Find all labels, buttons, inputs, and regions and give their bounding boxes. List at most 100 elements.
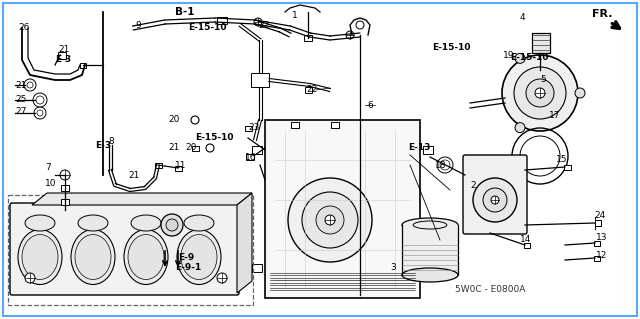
Text: 2: 2	[470, 181, 476, 189]
Circle shape	[34, 107, 46, 119]
Text: 21: 21	[128, 170, 140, 180]
Bar	[594, 241, 600, 246]
Bar	[175, 166, 182, 170]
Bar	[251, 73, 269, 87]
Text: E-3: E-3	[55, 56, 71, 64]
Bar	[291, 122, 299, 128]
Bar	[191, 145, 198, 151]
Circle shape	[206, 144, 214, 152]
Text: 21: 21	[168, 144, 179, 152]
Text: 10: 10	[45, 179, 56, 188]
Circle shape	[288, 178, 372, 262]
Text: 15: 15	[556, 155, 568, 165]
FancyBboxPatch shape	[463, 155, 527, 234]
Ellipse shape	[402, 268, 458, 282]
Bar	[524, 242, 530, 248]
Bar	[8, 195, 253, 305]
Ellipse shape	[177, 229, 221, 285]
Circle shape	[514, 67, 566, 119]
Bar	[80, 63, 86, 68]
Text: E-15-10: E-15-10	[188, 23, 227, 32]
Text: E-15-10: E-15-10	[195, 133, 234, 143]
Circle shape	[33, 93, 47, 107]
Circle shape	[191, 116, 199, 124]
Ellipse shape	[75, 234, 111, 279]
Ellipse shape	[131, 215, 161, 231]
Circle shape	[325, 215, 335, 225]
Bar	[595, 220, 601, 226]
Bar	[252, 264, 262, 272]
Circle shape	[166, 219, 178, 231]
Circle shape	[161, 214, 183, 236]
Bar	[217, 17, 227, 24]
Text: 19: 19	[503, 50, 515, 60]
Text: B-1: B-1	[175, 7, 195, 17]
Text: 20: 20	[185, 144, 196, 152]
Circle shape	[515, 53, 525, 63]
FancyBboxPatch shape	[10, 203, 239, 295]
Text: 18: 18	[435, 160, 447, 169]
Circle shape	[302, 192, 358, 248]
Text: 5W0C - E0800A: 5W0C - E0800A	[455, 286, 525, 294]
Bar	[304, 35, 312, 41]
FancyBboxPatch shape	[532, 33, 550, 53]
Ellipse shape	[22, 234, 58, 279]
Text: 6: 6	[367, 100, 372, 109]
Bar	[154, 162, 161, 167]
Circle shape	[25, 273, 35, 283]
Bar	[246, 154, 254, 160]
Ellipse shape	[124, 229, 168, 285]
Ellipse shape	[402, 218, 458, 232]
Ellipse shape	[181, 234, 217, 279]
Circle shape	[575, 88, 585, 98]
Text: FR.: FR.	[592, 9, 612, 19]
Bar	[252, 146, 262, 154]
Circle shape	[502, 55, 578, 131]
Text: 16: 16	[245, 153, 257, 162]
Text: E-3: E-3	[95, 140, 111, 150]
Text: 5: 5	[540, 76, 546, 85]
Text: 9: 9	[135, 20, 141, 29]
Circle shape	[27, 82, 33, 88]
Bar	[61, 199, 69, 205]
Circle shape	[515, 122, 525, 133]
Text: E-15-10: E-15-10	[432, 43, 470, 53]
Text: 12: 12	[596, 250, 607, 259]
Bar	[61, 185, 69, 191]
Circle shape	[316, 206, 344, 234]
Text: 27: 27	[15, 108, 26, 116]
Circle shape	[526, 79, 554, 107]
Text: 25: 25	[15, 95, 26, 105]
Circle shape	[346, 31, 354, 39]
Text: E-13: E-13	[408, 144, 430, 152]
Polygon shape	[32, 193, 252, 205]
Text: 14: 14	[520, 235, 531, 244]
Text: E-9: E-9	[178, 254, 195, 263]
Bar	[331, 122, 339, 128]
Circle shape	[60, 170, 70, 180]
Bar	[423, 264, 433, 272]
Circle shape	[24, 79, 36, 91]
Ellipse shape	[128, 234, 164, 279]
Polygon shape	[237, 193, 252, 293]
Circle shape	[483, 188, 507, 212]
Bar	[423, 146, 433, 154]
Circle shape	[217, 273, 227, 283]
Text: 21: 21	[58, 46, 69, 55]
Circle shape	[36, 96, 44, 104]
Text: 4: 4	[520, 13, 525, 23]
Text: E-15-10: E-15-10	[510, 54, 548, 63]
Text: 23: 23	[248, 123, 259, 132]
Bar	[402, 225, 458, 275]
Bar	[594, 256, 600, 261]
Bar	[58, 51, 66, 58]
Text: 22: 22	[306, 85, 317, 94]
Ellipse shape	[18, 229, 62, 285]
Circle shape	[356, 21, 364, 29]
Text: 1: 1	[292, 11, 298, 19]
Circle shape	[473, 178, 517, 222]
FancyBboxPatch shape	[265, 120, 420, 298]
Text: 20: 20	[168, 115, 179, 124]
Circle shape	[491, 196, 499, 204]
Ellipse shape	[78, 215, 108, 231]
